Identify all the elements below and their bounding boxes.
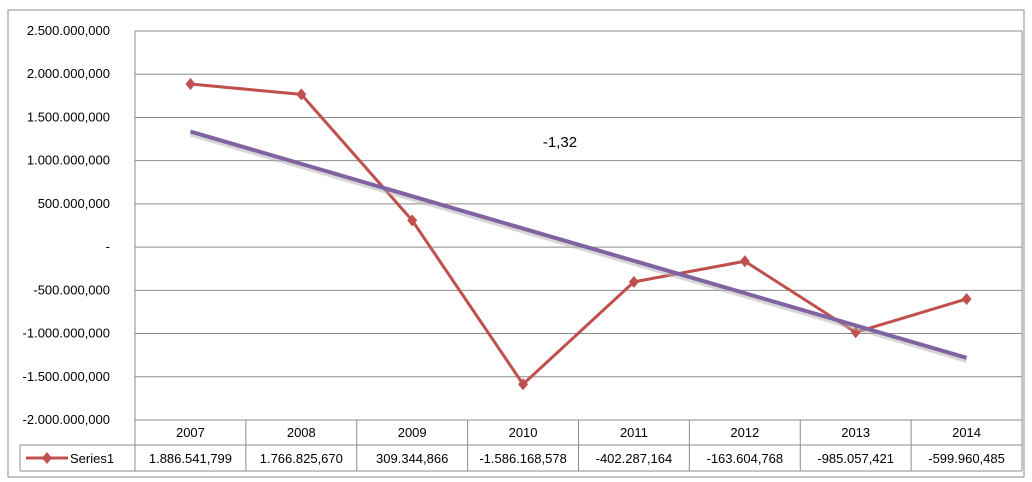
data-point-2014	[961, 292, 972, 305]
series-line-Series1	[190, 82, 967, 386]
y-tick-label-6: -500.000,000	[33, 282, 110, 297]
trendline-annotation: -1,32	[543, 134, 577, 151]
y-tick-label-2: 1.500.000,000	[27, 109, 110, 124]
data-point-2008	[296, 88, 307, 101]
data-point-2011	[628, 275, 639, 288]
x-category-label-2007: 2007	[176, 425, 205, 440]
series-layer	[185, 78, 972, 391]
x-category-label-2009: 2009	[398, 425, 427, 440]
table-value-2010: -1.586.168,578	[479, 451, 566, 466]
trendline-shadow	[189, 132, 968, 363]
table-value-2008: 1.766.825,670	[260, 451, 343, 466]
x-category-label-2010: 2010	[509, 425, 538, 440]
table-value-2011: -402.287,164	[596, 451, 673, 466]
trendline-layer	[189, 129, 968, 363]
y-tick-label-9: -2.000.000,000	[23, 412, 110, 427]
chart-outer-border	[7, 9, 1025, 478]
x-category-label-2008: 2008	[287, 425, 316, 440]
data-point-2009	[407, 214, 418, 227]
y-tick-label-4: 500.000,000	[38, 196, 110, 211]
y-tick-label-8: -1.500.000,000	[23, 369, 110, 384]
table-value-2009: 309.344,866	[376, 451, 448, 466]
grid-layer	[7, 9, 1025, 478]
y-tick-label-0: 2.500.000,000	[27, 23, 110, 38]
x-category-label-2011: 2011	[620, 425, 648, 440]
data-point-2010	[518, 378, 529, 391]
y-tick-label-7: -1.000.000,000	[23, 326, 110, 341]
y-tick-label-3: 1.000.000,000	[27, 153, 110, 168]
table-value-2013: -985.057,421	[817, 451, 894, 466]
y-axis-tick-labels: 2.500.000,000 2.000.000,000 1.500.000,000 1…	[23, 23, 110, 427]
table-value-2014: -599.960,485	[928, 451, 1005, 466]
table-value-2007: 1.886.541,799	[149, 451, 232, 466]
table-value-2012: -163.604,768	[707, 451, 784, 466]
data-table: 2007 2008 2009 2010 2011 2012 2013 2014 1.886.54…	[19, 419, 1023, 472]
data-point-2007	[185, 78, 196, 91]
x-category-label-2012: 2012	[730, 425, 759, 440]
y-tick-label-1: 2.000.000,000	[27, 66, 110, 81]
x-category-label-2013: 2013	[841, 425, 870, 440]
x-category-label-2014: 2014	[952, 425, 981, 440]
legend-series-name: Series1	[70, 451, 114, 466]
y-tick-label-5: -	[106, 239, 110, 254]
data-point-2012	[739, 255, 750, 268]
legend-key-marker	[42, 452, 52, 464]
trendline	[189, 129, 968, 360]
